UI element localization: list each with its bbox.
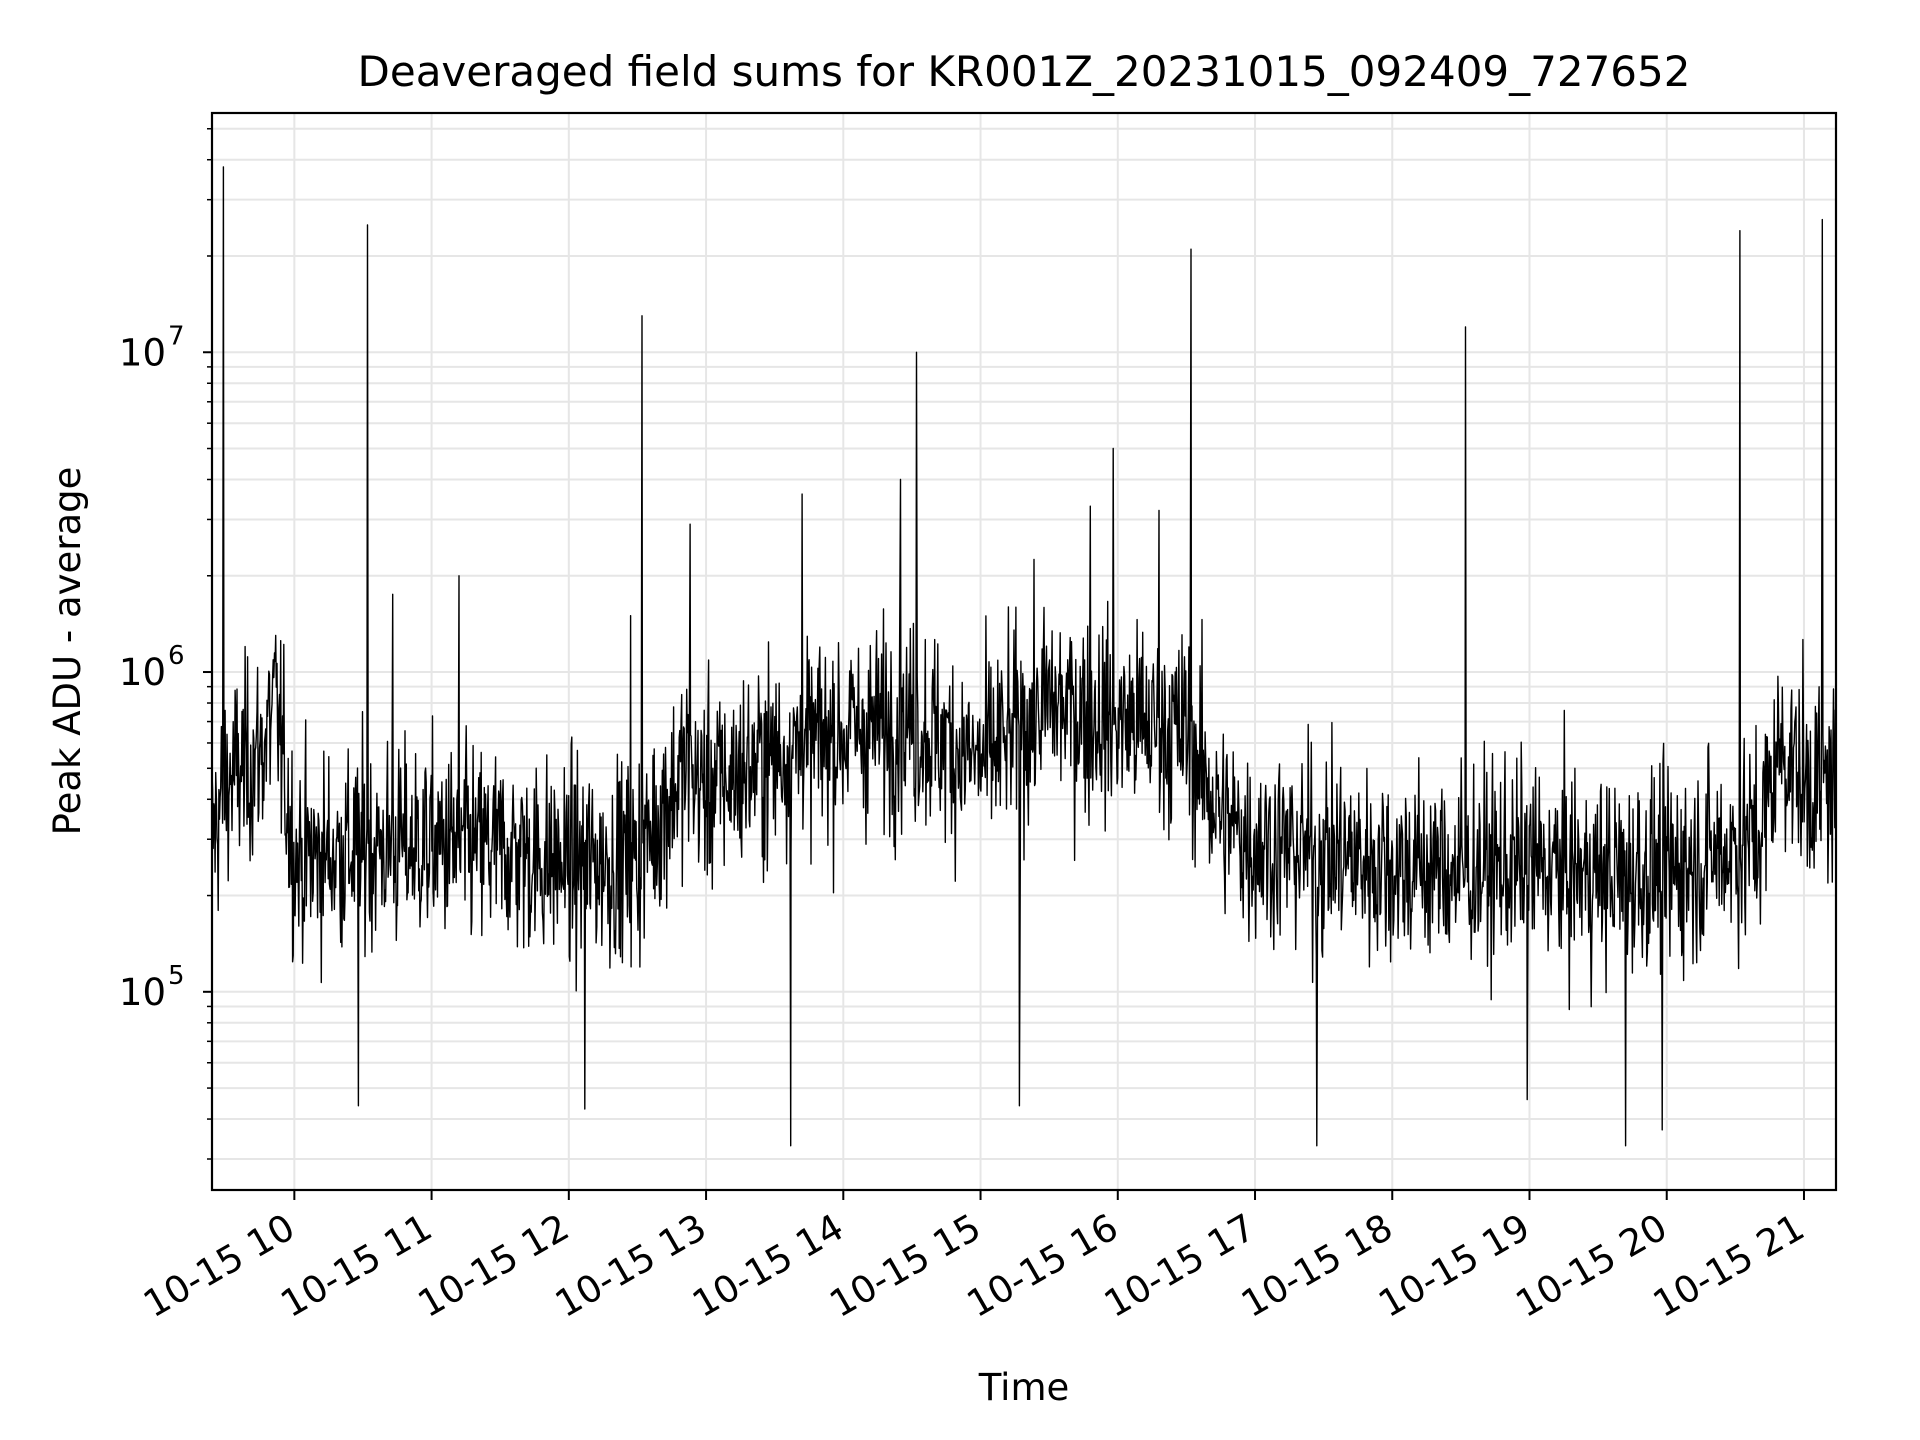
- plot-frame: [210, 111, 1838, 1192]
- x-axis-label: Time: [978, 1366, 1070, 1409]
- y-tick-label: 10: [119, 331, 166, 374]
- chart-title: Deaveraged field sums for KR001Z_2023101…: [358, 47, 1691, 96]
- plot-area: [211, 166, 1837, 1147]
- y-tick-label: 10: [119, 651, 166, 694]
- y-tick-exponent: 5: [168, 961, 185, 991]
- y-tick-exponent: 7: [168, 321, 185, 351]
- y-tick-label: 10: [119, 971, 166, 1014]
- y-tick-exponent: 6: [168, 641, 185, 671]
- series-line: [211, 166, 1837, 1147]
- y-axis-label: Peak ADU - average: [46, 467, 89, 836]
